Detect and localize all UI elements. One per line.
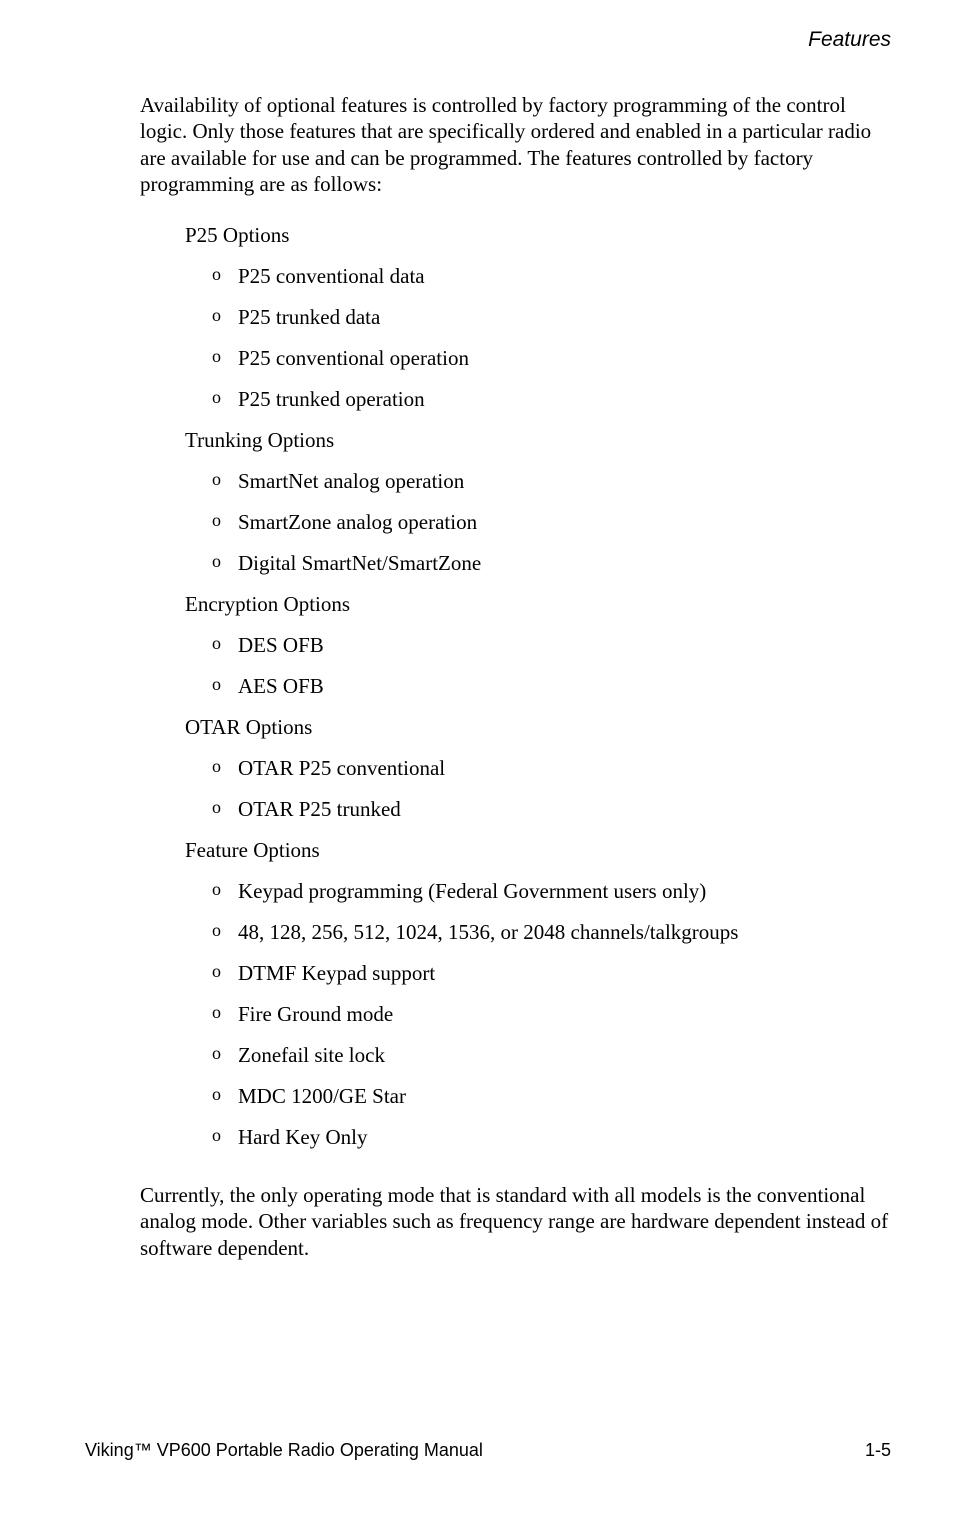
bullet-icon: o xyxy=(212,797,238,822)
bullet-icon: o xyxy=(212,305,238,330)
list-item: oOTAR P25 trunked xyxy=(212,797,891,822)
bullet-icon: o xyxy=(212,469,238,494)
list-item: oDES OFB xyxy=(212,633,891,658)
list-item-text: Digital SmartNet/SmartZone xyxy=(238,551,481,576)
bullet-icon: o xyxy=(212,961,238,986)
bullet-icon: o xyxy=(212,1043,238,1068)
list-item: oOTAR P25 conventional xyxy=(212,756,891,781)
bullet-icon: o xyxy=(212,510,238,535)
list-item: oFire Ground mode xyxy=(212,1002,891,1027)
bullet-icon: o xyxy=(212,1002,238,1027)
bullet-icon: o xyxy=(212,387,238,412)
bullet-icon: o xyxy=(212,879,238,904)
list-item: oP25 trunked data xyxy=(212,305,891,330)
group-title: Encryption Options xyxy=(185,592,891,617)
outro-paragraph: Currently, the only operating mode that … xyxy=(140,1182,891,1261)
group-title: Feature Options xyxy=(185,838,891,863)
page-container: Features Availability of optional featur… xyxy=(0,0,976,1261)
list-item-text: SmartNet analog operation xyxy=(238,469,464,494)
footer-left: Viking™ VP600 Portable Radio Operating M… xyxy=(85,1440,483,1461)
list-item: oP25 conventional operation xyxy=(212,346,891,371)
footer-right: 1-5 xyxy=(865,1440,891,1461)
list-item-text: 48, 128, 256, 512, 1024, 1536, or 2048 c… xyxy=(238,920,738,945)
bullet-icon: o xyxy=(212,264,238,289)
bullet-icon: o xyxy=(212,920,238,945)
list-item: oMDC 1200/GE Star xyxy=(212,1084,891,1109)
intro-paragraph: Availability of optional features is con… xyxy=(140,92,891,197)
bullet-icon: o xyxy=(212,674,238,699)
list-item-text: DTMF Keypad support xyxy=(238,961,435,986)
list-item-text: Zonefail site lock xyxy=(238,1043,385,1068)
list-item: oZonefail site lock xyxy=(212,1043,891,1068)
list-item-text: P25 trunked operation xyxy=(238,387,425,412)
list-item-text: P25 conventional data xyxy=(238,264,425,289)
list-item: oP25 conventional data xyxy=(212,264,891,289)
list-item: o48, 128, 256, 512, 1024, 1536, or 2048 … xyxy=(212,920,891,945)
list-item-text: MDC 1200/GE Star xyxy=(238,1084,406,1109)
list-item-text: AES OFB xyxy=(238,674,324,699)
group-title: OTAR Options xyxy=(185,715,891,740)
list-item-text: OTAR P25 conventional xyxy=(238,756,445,781)
list-item: oDigital SmartNet/SmartZone xyxy=(212,551,891,576)
list-item: oSmartNet analog operation xyxy=(212,469,891,494)
list-item-text: Hard Key Only xyxy=(238,1125,367,1150)
list-item: oP25 trunked operation xyxy=(212,387,891,412)
list-item-text: Keypad programming (Federal Government u… xyxy=(238,879,706,904)
list-item: oHard Key Only xyxy=(212,1125,891,1150)
list-item: oKeypad programming (Federal Government … xyxy=(212,879,891,904)
page-footer: Viking™ VP600 Portable Radio Operating M… xyxy=(85,1440,891,1461)
bullet-icon: o xyxy=(212,633,238,658)
bullet-icon: o xyxy=(212,346,238,371)
section-header: Features xyxy=(140,28,891,52)
bullet-icon: o xyxy=(212,756,238,781)
group-title: P25 Options xyxy=(185,223,891,248)
list-item: oSmartZone analog operation xyxy=(212,510,891,535)
list-item: oAES OFB xyxy=(212,674,891,699)
bullet-icon: o xyxy=(212,1125,238,1150)
list-item-text: P25 conventional operation xyxy=(238,346,469,371)
bullet-icon: o xyxy=(212,1084,238,1109)
list-item-text: Fire Ground mode xyxy=(238,1002,393,1027)
list-item-text: SmartZone analog operation xyxy=(238,510,477,535)
list-item-text: OTAR P25 trunked xyxy=(238,797,401,822)
feature-groups: P25 OptionsoP25 conventional dataoP25 tr… xyxy=(140,223,891,1150)
list-item: oDTMF Keypad support xyxy=(212,961,891,986)
list-item-text: DES OFB xyxy=(238,633,324,658)
bullet-icon: o xyxy=(212,551,238,576)
list-item-text: P25 trunked data xyxy=(238,305,380,330)
group-title: Trunking Options xyxy=(185,428,891,453)
